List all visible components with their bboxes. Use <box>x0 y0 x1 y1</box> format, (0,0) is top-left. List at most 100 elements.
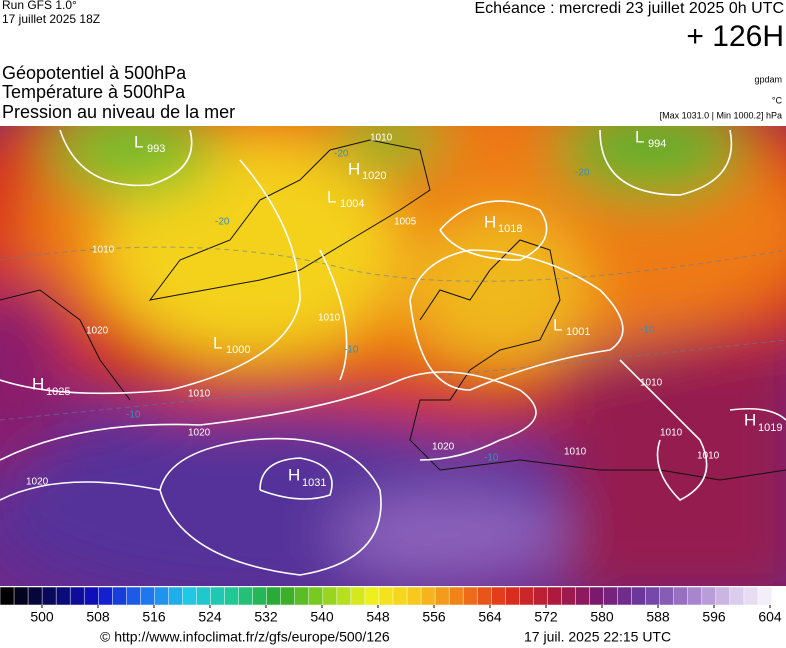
colorbar-swatch <box>589 586 605 606</box>
colorbar-swatch <box>55 586 71 606</box>
center-value: 1004 <box>340 198 364 210</box>
temperature-label: -20 <box>575 168 590 179</box>
temperature-label: -20 <box>334 149 349 160</box>
colorbar-swatch <box>13 586 29 606</box>
lead-time: + 126H <box>686 20 784 53</box>
center-letter: L <box>327 187 336 206</box>
colorbar-swatch <box>392 586 408 606</box>
colorbar: 500 508 516 524 532 540 548 556 564 572 580 588 596 6… <box>0 586 786 625</box>
colorbar-label: 588 <box>646 609 670 625</box>
isobar-labels: 1010 1005 1010 1020 1010 1010 1020 1020 … <box>26 133 720 488</box>
generated-time: 17 juil. 2025 22:15 UTC <box>524 629 671 645</box>
run-time: 17 juillet 2025 18Z <box>2 12 100 26</box>
colorbar-swatch <box>687 586 703 606</box>
center-value: 993 <box>147 143 165 155</box>
colorbar-swatch <box>420 586 436 606</box>
colorbar-swatch <box>448 586 464 606</box>
colorbar-label: 516 <box>142 609 166 625</box>
layer-name: Pression au niveau de la mer <box>2 102 235 122</box>
colorbar-swatch <box>547 586 563 606</box>
colorbar-label: 604 <box>758 609 782 625</box>
colorbar-swatch <box>280 586 296 606</box>
colorbar-swatch <box>41 586 57 606</box>
colorbar-swatch <box>715 586 731 606</box>
isobar-label: 1010 <box>640 378 663 389</box>
center-value: 1020 <box>362 170 386 182</box>
center-letter: H <box>348 159 360 178</box>
colorbar-swatch <box>126 586 142 606</box>
isobar-label: 1020 <box>188 428 211 439</box>
center-letter: L <box>553 315 562 334</box>
colorbar-swatch <box>491 586 507 606</box>
center-letter: H <box>32 374 44 393</box>
isobar-label: 1010 <box>188 389 211 400</box>
temperature-label: -10 <box>640 325 655 336</box>
colorbar-label: 580 <box>590 609 614 625</box>
colorbar-swatch <box>434 586 450 606</box>
colorbar-swatch <box>673 586 689 606</box>
unit: °C <box>772 95 783 105</box>
isobar-label: 1020 <box>432 442 455 453</box>
valid-time: Echéance : mercredi 23 juillet 2025 0h U… <box>475 0 785 17</box>
colorbar-swatch <box>659 586 675 606</box>
isobar-label: 1010 <box>660 428 683 439</box>
colorbar-swatch <box>505 586 521 606</box>
colorbar-swatch <box>112 586 128 606</box>
isobar-label: 1005 <box>394 217 417 228</box>
colorbar-swatch <box>462 586 478 606</box>
center-value: 1031 <box>302 477 326 489</box>
colorbar-label: 548 <box>366 609 390 625</box>
colorbar-swatch <box>294 586 310 606</box>
colorbar-swatch <box>168 586 184 606</box>
run-label: Run GFS 1.0° <box>2 0 77 12</box>
colorbar-label: 540 <box>310 609 334 625</box>
layer-name: Température à 500hPa <box>2 82 186 102</box>
unit: [Max 1031.0 | Min 1000.2] hPa <box>660 110 782 120</box>
colorbar-label: 500 <box>30 609 54 625</box>
colorbar-swatch <box>224 586 240 606</box>
colorbar-swatch <box>27 586 43 606</box>
center-letter: L <box>134 132 143 151</box>
pressure-centers: L 993 L 994 H 1020 L 1004 H 1018 L 1000 … <box>32 127 782 488</box>
isobar-label: 1020 <box>26 477 49 488</box>
center-letter: H <box>484 212 496 231</box>
colorbar-swatch <box>140 586 156 606</box>
center-value: 1025 <box>46 386 70 398</box>
colorbar-label: 572 <box>534 609 558 625</box>
unit: gpdam <box>754 74 782 84</box>
colorbar-swatch <box>378 586 394 606</box>
colorbar-swatch <box>322 586 338 606</box>
isobar-label: 1010 <box>92 245 115 256</box>
isobar-label: 1010 <box>370 133 393 144</box>
center-value: 1018 <box>498 223 522 235</box>
temperature-label: -10 <box>344 345 359 356</box>
colorbar-swatch <box>701 586 717 606</box>
colorbar-swatch <box>575 586 591 606</box>
colorbar-swatch <box>238 586 254 606</box>
colorbar-swatch <box>757 586 773 606</box>
source-url: © http://www.infoclimat.fr/z/gfs/europe/… <box>100 629 390 645</box>
colorbar-label: 596 <box>702 609 726 625</box>
temperature-label: -10 <box>126 410 141 421</box>
isobar-label: 1010 <box>697 451 720 462</box>
center-letter: H <box>744 410 756 429</box>
colorbar-swatch <box>252 586 268 606</box>
colorbar-swatch <box>69 586 85 606</box>
center-value: 1019 <box>758 422 782 434</box>
colorbar-swatch <box>729 586 745 606</box>
center-letter: H <box>288 465 300 484</box>
colorbar-swatch <box>182 586 198 606</box>
colorbar-swatch <box>0 586 15 606</box>
colorbar-swatch <box>617 586 633 606</box>
center-value: 1000 <box>226 344 250 356</box>
temperature-label: -20 <box>215 217 230 228</box>
colorbar-swatch <box>771 586 786 606</box>
center-letter: L <box>213 333 222 352</box>
colorbar-swatch <box>561 586 577 606</box>
colorbar-swatch <box>603 586 619 606</box>
colorbar-label: 532 <box>254 609 278 625</box>
center-value: 1001 <box>566 326 590 338</box>
colorbar-swatch <box>631 586 647 606</box>
colorbar-swatch <box>98 586 114 606</box>
colorbar-swatch <box>266 586 282 606</box>
